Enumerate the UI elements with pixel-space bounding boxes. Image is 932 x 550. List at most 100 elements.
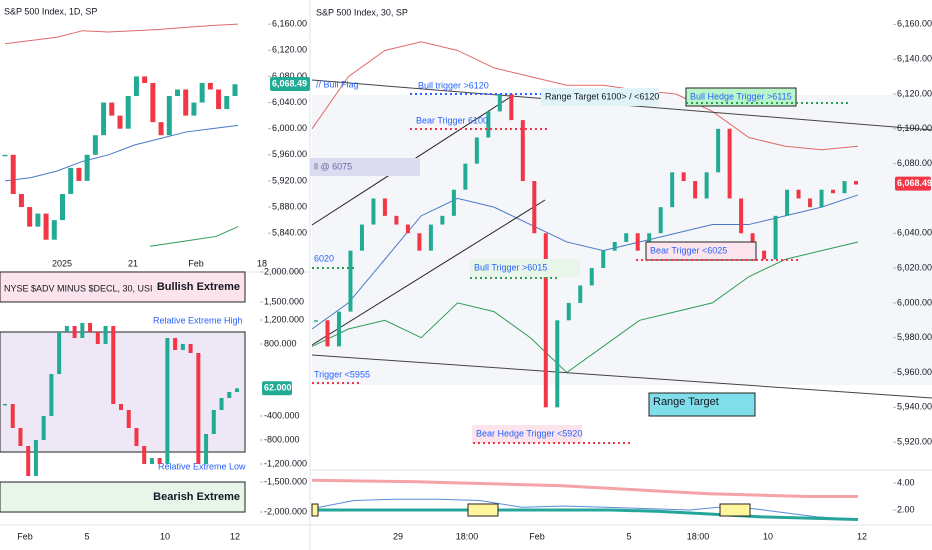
candle <box>232 84 238 97</box>
annotation: // Bull Flag <box>316 79 359 89</box>
band-lower <box>311 241 859 374</box>
candle <box>624 233 629 242</box>
y-tick-label: -1,500.000 <box>264 476 307 486</box>
candle <box>589 268 594 286</box>
x-tick-label: 5 <box>84 531 89 541</box>
y-tick-label: 5,920.00 <box>272 175 307 185</box>
neutral-zone <box>0 331 246 453</box>
candle <box>227 391 232 399</box>
candle <box>382 198 387 216</box>
candle <box>566 302 571 321</box>
candle <box>33 440 38 477</box>
candle <box>474 137 479 164</box>
candle <box>739 198 744 234</box>
flag-zone <box>312 95 932 385</box>
candle <box>157 458 162 465</box>
y-tick-label: 800.000 <box>264 338 297 348</box>
y-tick-label: 6,160.00 <box>897 19 932 29</box>
annotation: Bull trigger >6120 <box>418 80 489 90</box>
candle <box>819 189 824 208</box>
candle <box>681 172 686 182</box>
candle <box>854 181 858 185</box>
candle <box>126 410 131 429</box>
y-tick-label: 5,880.00 <box>272 201 307 211</box>
candle <box>60 193 65 221</box>
candle <box>359 224 364 251</box>
candle <box>49 373 54 417</box>
candle <box>543 233 548 408</box>
candle <box>204 434 209 465</box>
candle <box>207 82 213 90</box>
x-tick-label: 10 <box>763 531 773 541</box>
y-tick-label: 4.00 <box>897 477 915 487</box>
zone-label: Bullish Extreme <box>157 281 240 293</box>
zone-label: Relative Extreme Low <box>158 461 246 471</box>
annotation: Bear Trigger 6100 <box>416 115 488 125</box>
x-tick-label: Feb <box>529 531 545 541</box>
x-tick-label: Feb <box>188 258 204 268</box>
candle <box>704 172 709 199</box>
candle <box>405 224 410 234</box>
candle <box>196 352 201 465</box>
trend-line <box>311 199 546 346</box>
candle <box>727 128 732 199</box>
candle <box>88 322 93 332</box>
price-tag-label: 6,068.49 <box>897 178 932 188</box>
candle <box>173 337 178 350</box>
price-tag <box>262 381 292 396</box>
candle <box>101 102 107 136</box>
bearish-zone <box>0 481 246 513</box>
candle <box>117 115 123 129</box>
candle <box>831 189 836 194</box>
annotation: ll @ 6075 <box>314 161 352 171</box>
y-tick-label: 6,140.00 <box>897 54 932 64</box>
annotation-box <box>648 392 756 417</box>
candle <box>785 189 790 216</box>
candle <box>348 250 353 312</box>
candle <box>716 128 721 173</box>
y-tick-label: 5,960.00 <box>897 367 932 377</box>
candle <box>57 331 62 374</box>
candle <box>180 343 185 350</box>
candle <box>314 320 318 322</box>
x-tick-label: 18 <box>257 258 267 268</box>
candle <box>134 428 139 447</box>
y-tick-label: -800.000 <box>264 434 300 444</box>
candle <box>92 135 98 155</box>
annotation-box <box>685 87 797 107</box>
candle <box>18 428 23 447</box>
candle <box>635 233 640 251</box>
y-tick-label: 5,960.00 <box>272 149 307 159</box>
annotation: Bull Hedge Trigger >6115 <box>690 91 792 101</box>
band-upper <box>311 41 859 151</box>
y-tick-label: 5,920.00 <box>897 437 932 447</box>
candle <box>183 89 189 116</box>
y-tick-label: -2,000.000 <box>264 506 307 516</box>
candle <box>762 250 767 260</box>
y-tick-label: 6,000.00 <box>897 297 932 307</box>
y-tick-label: 6,040.00 <box>897 228 932 238</box>
candle <box>371 198 376 225</box>
candle <box>235 388 239 392</box>
panel-title: NYSE $ADV MINUS $DECL, 30, USI <box>4 283 153 293</box>
trend-line <box>311 354 932 399</box>
bullish-zone <box>0 271 246 303</box>
price-tag-label: 6,068.49 <box>272 78 307 88</box>
indicator-line <box>312 508 859 521</box>
candle <box>532 181 537 234</box>
candle <box>555 320 560 408</box>
candle <box>158 122 164 136</box>
y-tick-label: -1,200.000 <box>264 458 307 468</box>
annotation: 6020 <box>314 253 334 263</box>
candle <box>41 416 46 441</box>
candle <box>27 207 33 227</box>
price-tag <box>270 76 310 91</box>
candle <box>578 285 583 303</box>
candle <box>80 322 85 338</box>
y-tick-label: 6,100.00 <box>897 123 932 133</box>
x-tick-label: 12 <box>857 531 867 541</box>
x-tick-label: 10 <box>160 531 170 541</box>
candle <box>336 311 341 347</box>
y-tick-label: 5,940.00 <box>897 402 932 412</box>
